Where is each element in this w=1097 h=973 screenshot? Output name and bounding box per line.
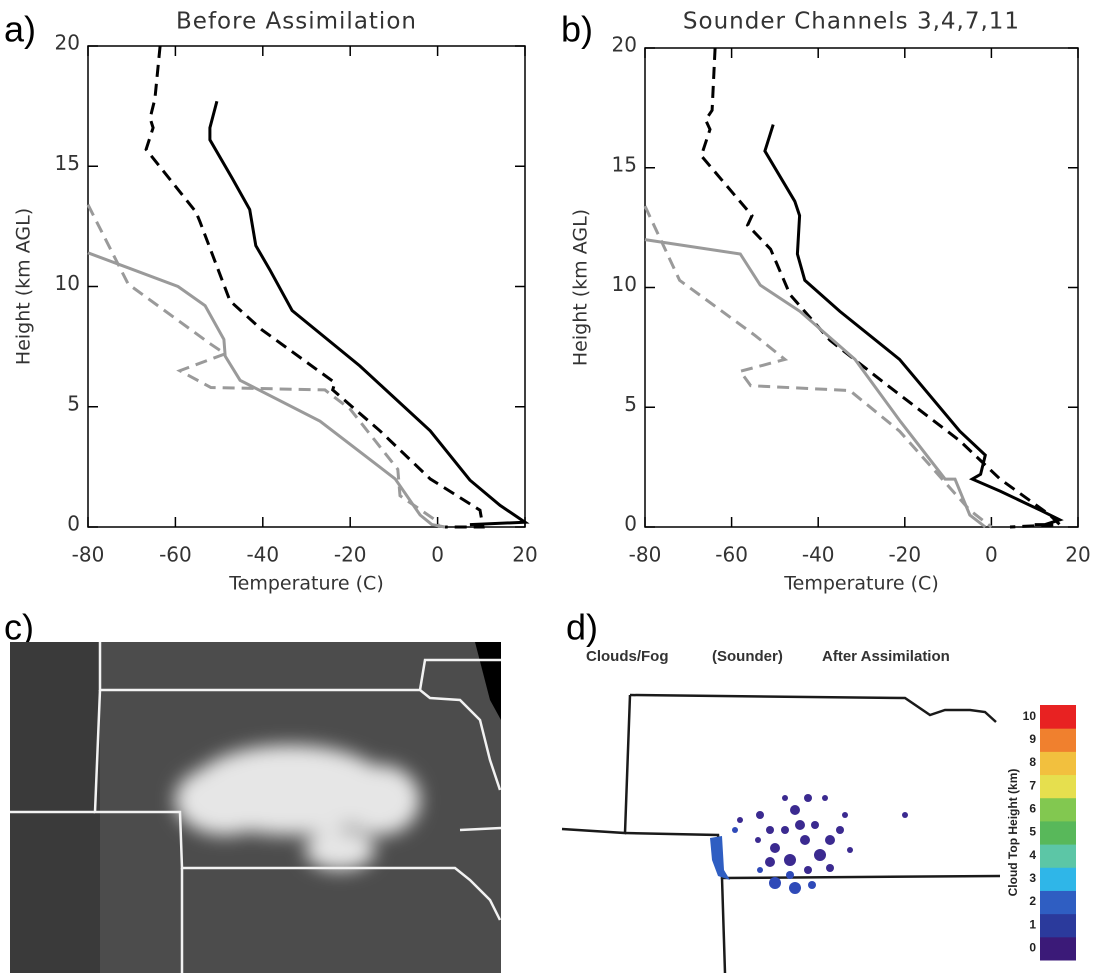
profile-line [208,100,530,527]
colorbar-swatch [1040,913,1076,938]
y-tick-label: 5 [624,392,637,416]
profile-line [763,124,1064,527]
colorbar-tick-label: 7 [1029,778,1036,792]
x-axis-label: Temperature (C) [228,573,384,595]
y-tick-label: 0 [624,512,637,536]
colorbar-swatch [1040,705,1076,729]
colorbar-tick-label: 3 [1029,871,1036,885]
x-tick-label: -20 [888,543,921,567]
y-tick-label: 15 [55,151,80,175]
colorbar-label: Cloud Top Height (km) [1006,769,1020,897]
x-tick-label: -40 [246,543,279,567]
profile-line [644,238,987,529]
colorbar-tick-label: 4 [1029,848,1036,862]
colorbar-swatch [1040,728,1076,752]
colorbar-tick-label: 1 [1029,917,1036,931]
y-tick-label: 0 [67,512,80,536]
colorbar-swatch [1040,936,1076,961]
colorbar-swatch [1040,751,1076,776]
colorbar-swatch [1040,890,1076,915]
y-tick-label: 20 [612,33,637,57]
y-tick-label: 15 [612,152,637,176]
plot-frame [644,47,1079,528]
map-title: (Sounder) [712,648,783,665]
colorbar-swatch [1040,797,1076,822]
x-tick-label: -60 [159,543,192,567]
y-tick-label: 10 [612,272,637,296]
colorbar-tick-label: 6 [1029,801,1036,815]
y-tick-label: 10 [55,271,80,295]
colorbar-swatch [1040,774,1076,799]
colorbar-tick-label: 0 [1029,941,1036,955]
x-tick-label: -60 [715,543,748,567]
satellite-image [10,642,501,973]
panel-label: d) [566,607,598,648]
colorbar-swatch [1040,820,1076,845]
panel-label: b) [561,9,593,50]
x-tick-label: 20 [1065,543,1090,567]
x-tick-label: 0 [431,543,444,567]
y-axis-label: Height (km AGL) [13,208,35,365]
colorbar-swatch [1040,844,1076,868]
colorbar-tick-label: 8 [1029,755,1036,769]
map-title: Clouds/Fog [586,648,669,665]
x-tick-label: -80 [72,543,105,567]
colorbar-tick-label: 2 [1029,894,1036,908]
x-tick-label: 0 [985,543,998,567]
x-tick-label: -20 [334,543,367,567]
x-tick-label: -80 [629,543,662,567]
x-axis-label: Temperature (C) [783,573,939,595]
profile-line [643,205,993,529]
profile-line [86,204,442,528]
map-title: After Assimilation [822,648,950,665]
profile-line [699,47,1064,529]
x-tick-label: 20 [512,543,537,567]
colorbar-tick-label: 10 [1023,709,1037,723]
colorbar-tick-label: 9 [1029,732,1036,746]
colorbar-swatch [1040,867,1076,891]
chart-title: Sounder Channels 3,4,7,11 [683,9,1020,35]
panel-label: c) [4,607,34,648]
chart-title: Before Assimilation [176,9,417,35]
profile-line [87,251,446,529]
cloud-pixels [710,794,908,894]
x-tick-label: -40 [802,543,835,567]
y-axis-label: Height (km AGL) [570,209,592,366]
profile-line [144,45,485,529]
map-borders [561,693,1001,973]
colorbar-tick-label: 5 [1029,825,1036,839]
plot-frame [87,45,526,528]
y-tick-label: 5 [67,391,80,415]
panel-label: a) [4,9,36,50]
y-tick-label: 20 [55,31,80,55]
